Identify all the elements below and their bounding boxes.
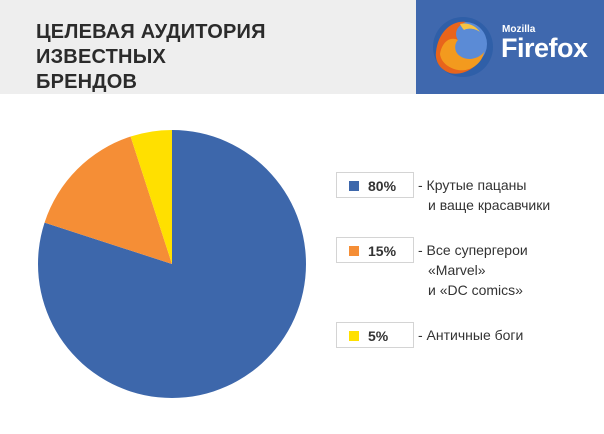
legend-description-line: - Крутые пацаны	[418, 177, 527, 193]
legend-value-box: 5%	[336, 322, 414, 348]
legend-percentage: 80%	[368, 178, 397, 194]
chart-title-line-2: БРЕНДОВ	[36, 71, 138, 93]
legend-percentage: 15%	[368, 243, 397, 259]
legend-percentage: 5%	[368, 328, 389, 344]
brand-box: Mozilla Firefox	[416, 0, 604, 94]
pie-chart	[38, 130, 307, 398]
header-banner: ЦЕЛЕВАЯ АУДИТОРИЯ ИЗВЕСТНЫХ БРЕНДОВ Mozi…	[0, 0, 604, 94]
legend-value-box: 80%	[336, 172, 414, 198]
legend-description-line: и ваще красавчики	[428, 197, 551, 213]
legend-swatch	[349, 246, 359, 256]
legend-description-line: «Marvel»	[428, 262, 486, 278]
chart-title-line-1: ЦЕЛЕВАЯ АУДИТОРИЯ ИЗВЕСТНЫХ	[36, 21, 266, 68]
pie-slice-15	[44, 136, 172, 264]
pie-slice-5	[130, 130, 172, 264]
legend-swatch	[349, 331, 359, 341]
brand-name-small: Mozilla	[502, 24, 536, 35]
legend-description: - Античные боги	[418, 325, 523, 345]
legend-description: - Все супергерои «Marvel» и «DC comics»	[418, 240, 528, 300]
brand-name: Firefox	[501, 33, 588, 63]
legend-description-line: - Античные боги	[418, 327, 524, 343]
firefox-logo-icon	[433, 17, 493, 77]
legend-description-line: и «DC comics»	[428, 282, 523, 298]
legend-description: - Крутые пацаны и ваще красавчики	[418, 175, 550, 215]
chart-title: ЦЕЛЕВАЯ АУДИТОРИЯ ИЗВЕСТНЫХ БРЕНДОВ	[36, 20, 396, 95]
legend-description-line: - Все супергерои	[418, 242, 528, 258]
legend-swatch	[349, 181, 359, 191]
legend-value-box: 15%	[336, 237, 414, 263]
